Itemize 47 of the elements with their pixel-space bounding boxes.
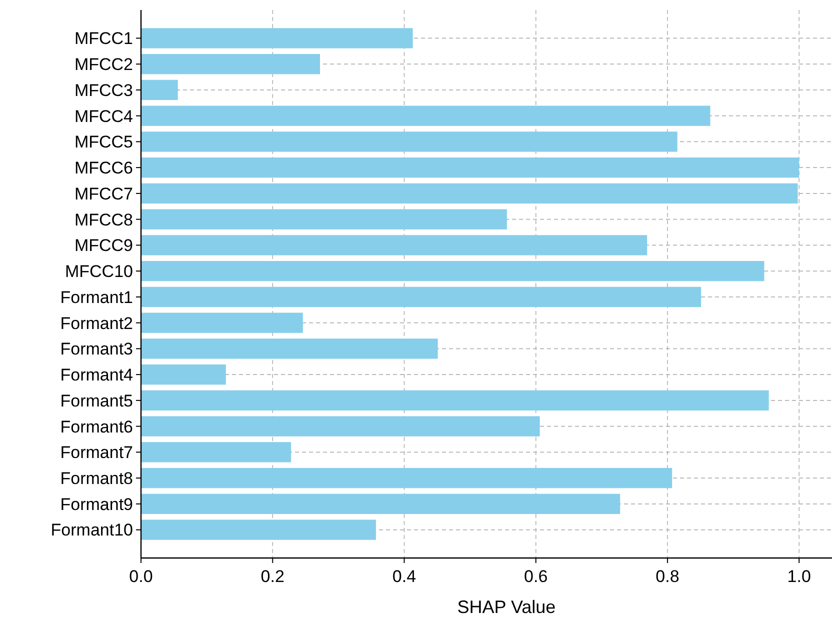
y-tick-label: MFCC10	[64, 262, 133, 282]
bar	[141, 132, 678, 152]
bar	[141, 338, 438, 359]
bar	[141, 183, 798, 204]
bar	[141, 390, 769, 411]
bar	[141, 80, 178, 100]
y-tick-label: Formant9	[60, 494, 133, 514]
x-tick-label: 0.0	[129, 567, 153, 586]
y-tick-label: Formant5	[60, 391, 133, 410]
y-tick-label: Formant1	[60, 288, 133, 307]
bar	[141, 209, 507, 230]
y-tick-label: Formant10	[50, 520, 133, 540]
bar	[141, 106, 710, 126]
y-tick-label: Formant7	[60, 443, 133, 462]
x-tick-label: 0.4	[392, 567, 416, 586]
x-axis-title: SHAP Value	[457, 597, 556, 617]
bar	[141, 468, 672, 488]
y-tick-label: Formant4	[60, 366, 133, 385]
y-tick-label: Formant3	[60, 340, 133, 359]
y-tick-label: MFCC1	[74, 29, 133, 48]
y-tick-label: MFCC9	[74, 236, 133, 256]
bar	[141, 442, 292, 462]
y-tick-label: MFCC7	[74, 184, 133, 204]
y-tick-label: MFCC6	[74, 158, 133, 178]
y-tick-label: Formant2	[60, 314, 133, 333]
x-tick-label: 0.8	[656, 567, 680, 586]
y-tick-label: MFCC8	[74, 210, 133, 230]
x-tick-label: 0.6	[524, 567, 548, 586]
y-tick-label: MFCC2	[74, 55, 133, 74]
bar	[141, 494, 620, 514]
bar	[141, 416, 540, 436]
y-tick-label: Formant8	[60, 469, 133, 488]
y-tick-label: MFCC3	[74, 80, 133, 100]
bar	[141, 54, 320, 74]
x-tick-label: 1.0	[787, 567, 811, 586]
y-tick-label: Formant6	[60, 417, 133, 436]
bar	[141, 312, 303, 333]
bar	[141, 364, 226, 385]
y-tick-label: MFCC4	[74, 106, 133, 126]
x-tick-label: 0.2	[260, 567, 284, 586]
bar	[141, 286, 702, 308]
bar	[141, 520, 376, 540]
bar	[141, 28, 413, 48]
bar	[141, 157, 800, 178]
bar	[141, 260, 764, 282]
bar	[141, 235, 648, 256]
y-tick-label: MFCC5	[74, 132, 133, 152]
